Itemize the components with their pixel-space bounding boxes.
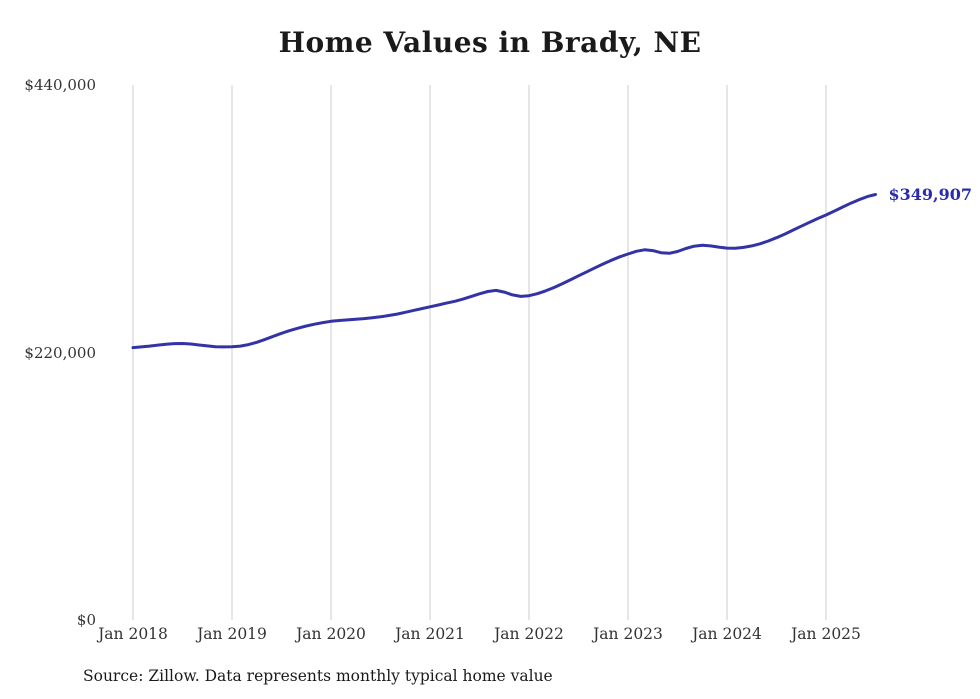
x-tick-label: Jan 2019	[197, 625, 267, 643]
x-tick-label: Jan 2022	[494, 625, 564, 643]
home-value-series-line	[131, 193, 877, 350]
y-axis-tick-0: $0	[76, 611, 96, 629]
x-tick-label: Jan 2023	[593, 625, 663, 643]
x-tick-label: Jan 2024	[692, 625, 762, 643]
source-note: Source: Zillow. Data represents monthly …	[83, 667, 553, 685]
x-tick-label: Jan 2018	[98, 625, 168, 643]
y-axis-tick-440000: $440,000	[24, 76, 96, 94]
chart-title: Home Values in Brady, NE	[278, 26, 702, 59]
x-tick-label: Jan 2021	[395, 625, 465, 643]
x-tick-label: Jan 2025	[791, 625, 861, 643]
x-tick-label: Jan 2020	[296, 625, 366, 643]
y-axis-tick-220000: $220,000	[24, 344, 96, 362]
latest-value-label: $349,907	[888, 184, 973, 204]
